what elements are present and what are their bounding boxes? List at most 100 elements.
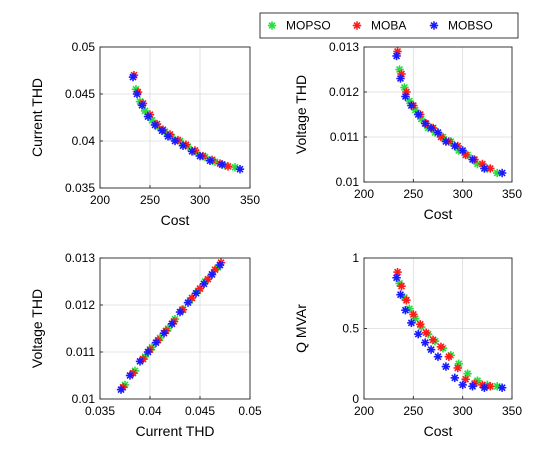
y-tick-label: 0.01 xyxy=(336,175,360,189)
data-point xyxy=(450,373,459,383)
x-tick-label: 200 xyxy=(354,187,374,201)
x-tick-label: 0.045 xyxy=(185,404,215,418)
data-point xyxy=(217,160,227,169)
data-point xyxy=(441,137,451,146)
x-tick-label: 250 xyxy=(140,193,160,207)
y-tick-label: 0.045 xyxy=(65,87,95,101)
series-mobso xyxy=(392,273,507,392)
data-point xyxy=(195,151,205,161)
legend-marker-mobso xyxy=(429,21,439,30)
data-point xyxy=(143,347,153,357)
series-mobso xyxy=(392,51,507,178)
y-tick-label: 0.012 xyxy=(329,85,359,99)
data-point xyxy=(170,136,180,146)
data-point xyxy=(401,92,410,101)
data-point xyxy=(420,338,430,347)
data-point xyxy=(468,382,477,391)
data-point xyxy=(426,345,436,354)
y-axis-label: Voltage THD xyxy=(293,75,309,154)
legend-entry-mobso: MOBSO xyxy=(429,19,493,33)
y-axis-label: Q MVAr xyxy=(293,304,309,353)
data-point xyxy=(426,123,436,133)
legend-entry-mopso: MOPSO xyxy=(267,19,331,33)
data-point xyxy=(458,380,467,390)
data-point xyxy=(159,329,169,338)
data-point xyxy=(396,74,405,83)
legend-entry-moba: MOBA xyxy=(352,19,406,33)
y-tick-label: 0.012 xyxy=(65,298,95,312)
y-tick-label: 1 xyxy=(352,251,359,265)
x-axis-label: Cost xyxy=(161,212,190,228)
y-tick-label: 0.013 xyxy=(65,251,95,265)
data-point xyxy=(420,119,430,128)
x-tick-label: 250 xyxy=(403,187,423,201)
data-point xyxy=(183,298,193,307)
series-moba xyxy=(129,71,233,171)
data-point xyxy=(414,329,423,339)
data-point xyxy=(421,328,431,337)
x-axis-label: Current THD xyxy=(135,423,214,439)
data-point xyxy=(401,305,410,315)
data-point xyxy=(128,72,138,82)
data-point xyxy=(116,385,126,394)
data-points xyxy=(116,258,226,394)
data-point xyxy=(215,260,225,270)
axes-frame xyxy=(99,257,251,400)
series-mobso xyxy=(116,260,225,394)
data-point xyxy=(480,164,489,173)
x-tick-label: 300 xyxy=(453,404,473,418)
data-point xyxy=(396,290,405,299)
data-point xyxy=(150,120,160,130)
scatter-panel-1: 200 250 300 350 0.035 0.04 0.045 0.05 Cost Curren… xyxy=(29,40,260,228)
data-point xyxy=(436,342,446,352)
data-point xyxy=(497,383,507,392)
y-tick-label: 0.01 xyxy=(72,392,96,406)
axes-frame xyxy=(99,46,251,189)
data-point xyxy=(178,141,188,150)
data-point xyxy=(497,168,507,178)
data-point xyxy=(407,101,416,110)
data-point xyxy=(393,267,402,277)
data-point xyxy=(157,126,167,135)
data-point xyxy=(468,155,477,164)
x-tick-label: 0.035 xyxy=(85,404,115,418)
y-tick-label: 0.5 xyxy=(342,322,359,336)
data-point xyxy=(444,352,454,361)
data-point xyxy=(143,112,153,121)
x-axis-label: Cost xyxy=(424,206,453,222)
data-point xyxy=(392,273,401,282)
y-tick-label: 0.011 xyxy=(330,130,359,144)
x-tick-label: 350 xyxy=(502,187,522,201)
y-tick-label: 0.05 xyxy=(72,40,96,54)
legend-label: MOBA xyxy=(371,19,406,33)
data-point xyxy=(409,310,418,319)
data-point xyxy=(486,382,495,391)
x-tick-label: 300 xyxy=(453,187,473,201)
y-tick-label: 0.035 xyxy=(65,181,95,195)
series-moba xyxy=(393,267,495,391)
data-point xyxy=(167,319,177,328)
data-point xyxy=(407,318,416,328)
data-point xyxy=(392,51,401,61)
x-tick-label: 200 xyxy=(354,404,374,418)
series-mopso xyxy=(395,65,502,178)
y-axis-label: Current THD xyxy=(29,78,45,157)
scatter-panel-2: 200 250 300 350 0.01 0.011 0.012 0.013 Cost Volta… xyxy=(293,40,522,222)
legend-box xyxy=(259,12,519,39)
x-tick-label: 0.04 xyxy=(138,404,162,418)
x-tick-label: 250 xyxy=(403,404,423,418)
data-point xyxy=(402,296,411,305)
legend-marker-moba xyxy=(352,21,362,30)
data-point xyxy=(132,89,142,99)
data-points xyxy=(128,71,245,174)
x-tick-label: 200 xyxy=(90,193,110,207)
scatter-panel-4: 200 250 300 350 0 0.5 1 Cost Q MVAr xyxy=(293,251,522,439)
series-mopso xyxy=(395,279,502,391)
data-point xyxy=(458,146,467,155)
x-axis-label: Cost xyxy=(424,423,453,439)
legend-label: MOPSO xyxy=(286,19,331,33)
data-point xyxy=(137,101,147,110)
legend-label: MOBSO xyxy=(448,19,493,33)
x-tick-label: 0.05 xyxy=(238,404,262,418)
